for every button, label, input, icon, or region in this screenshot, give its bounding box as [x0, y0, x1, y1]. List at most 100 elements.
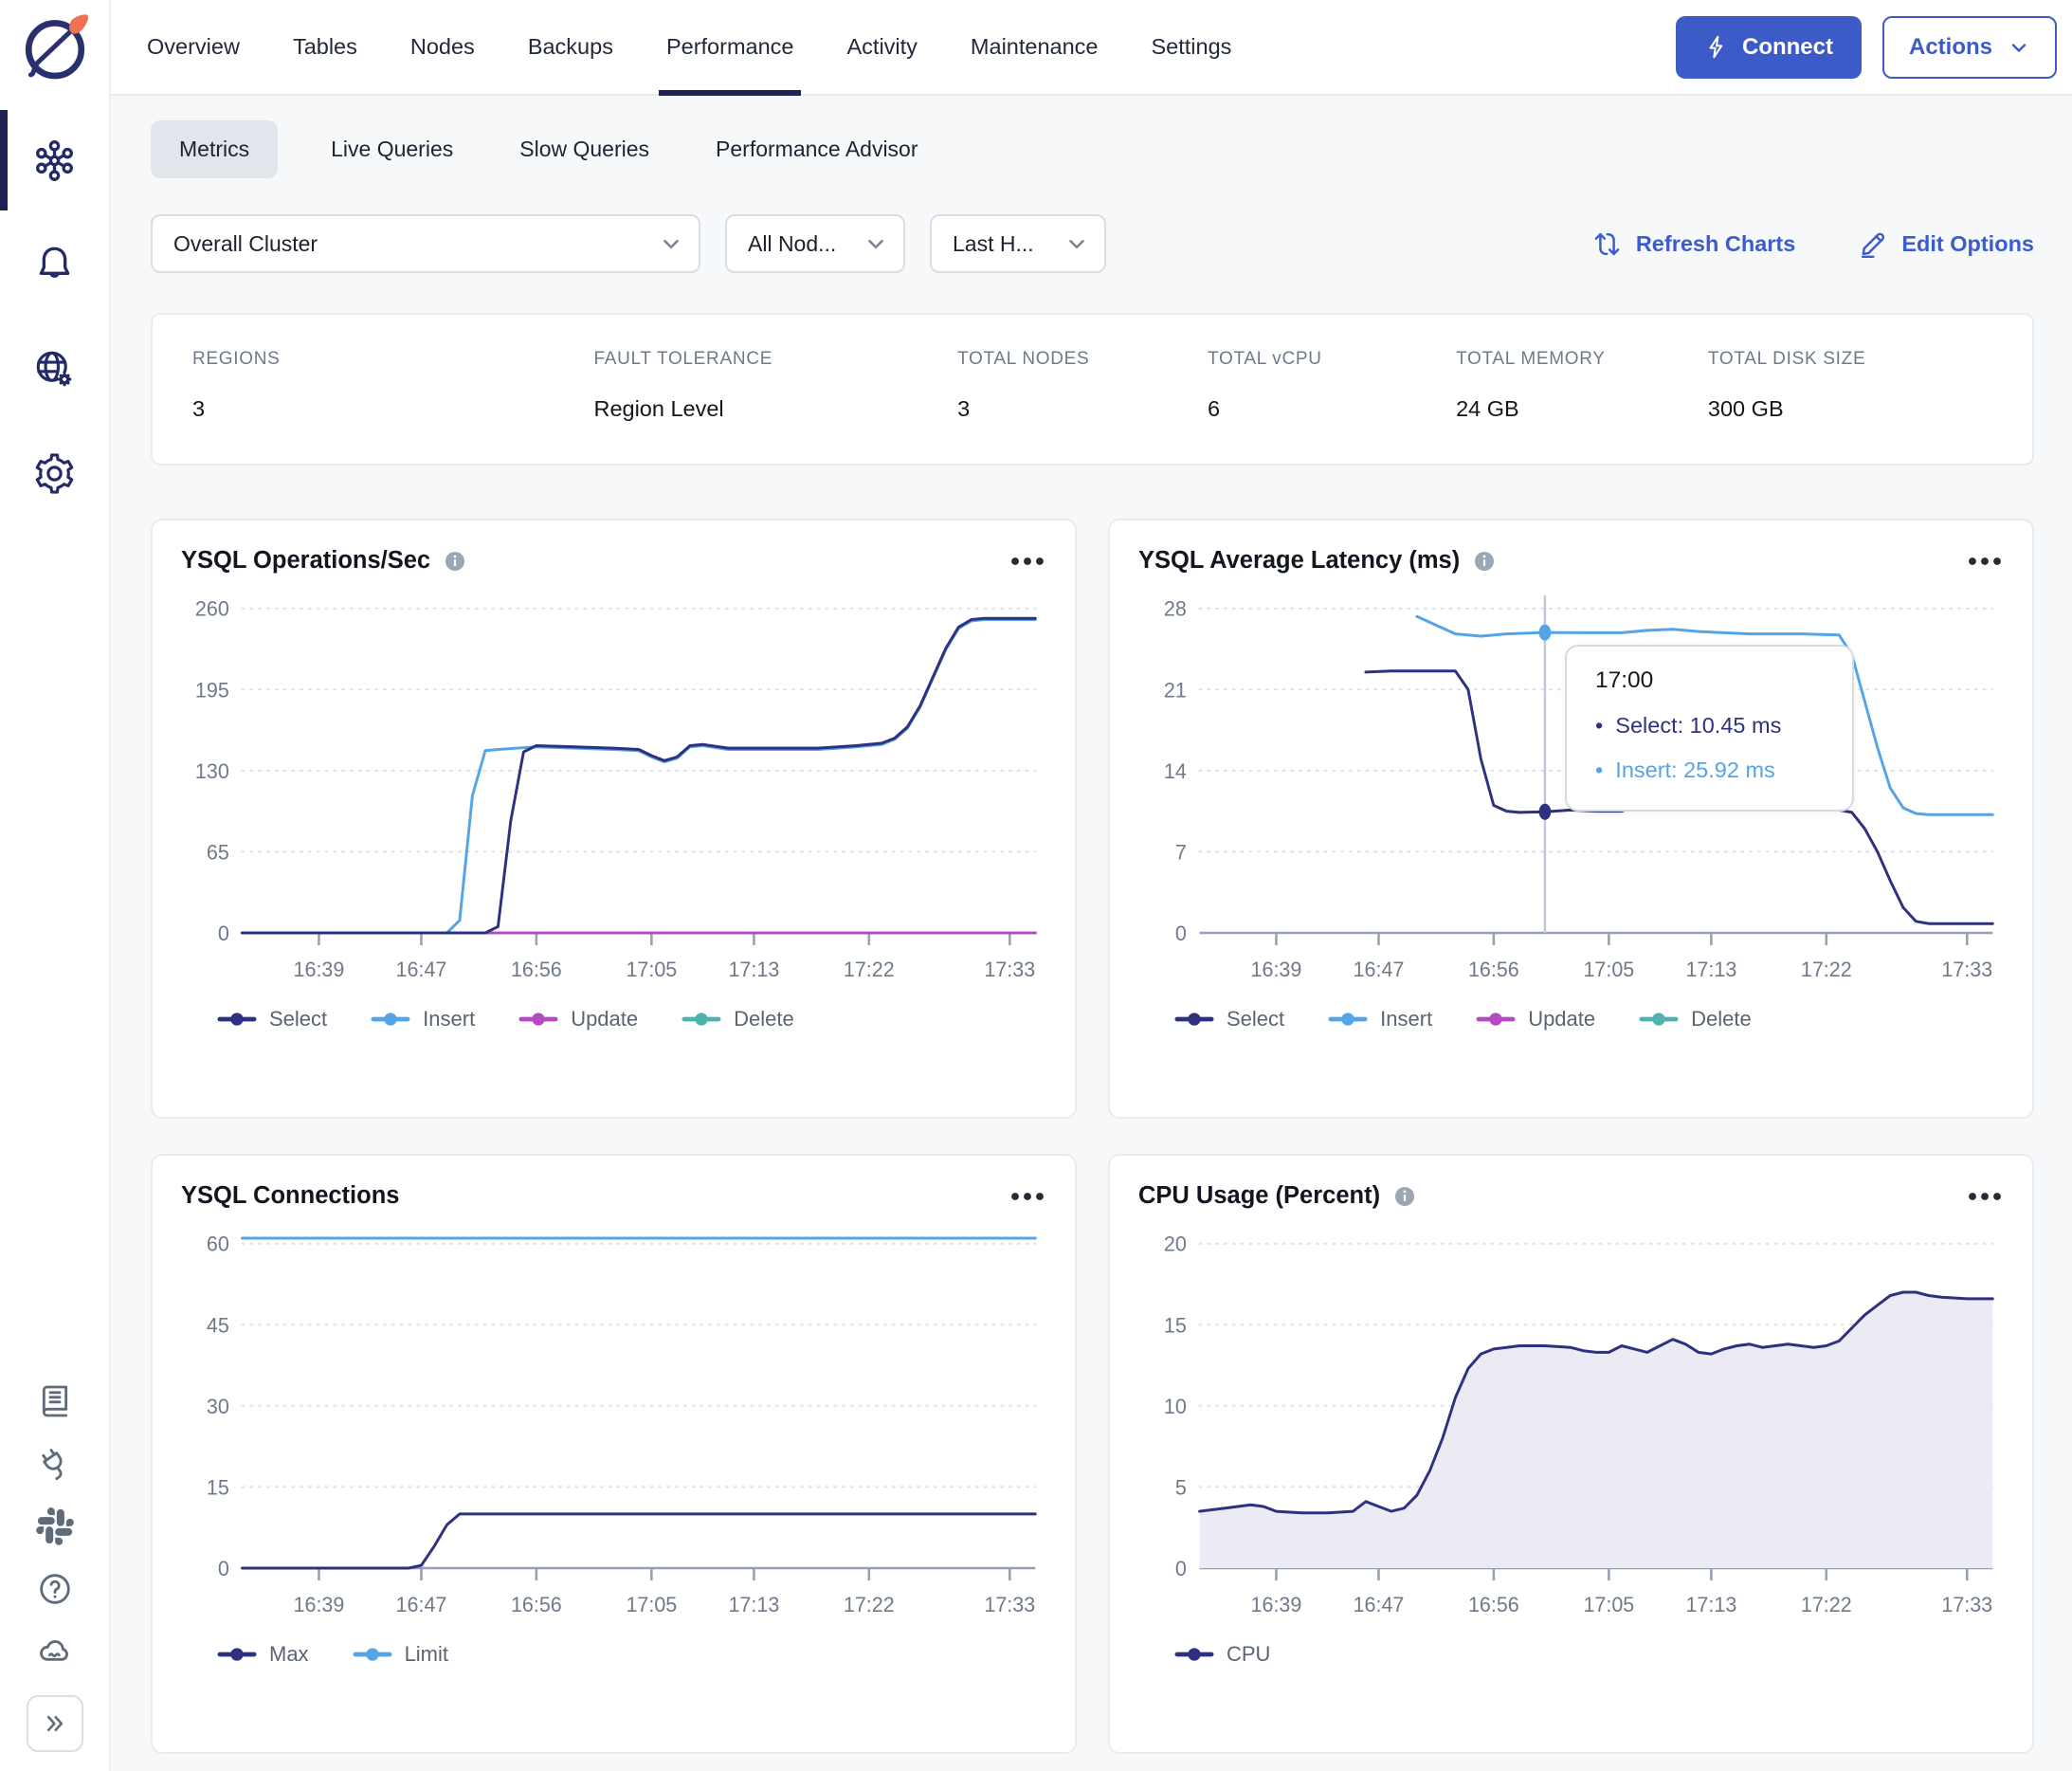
svg-text:16:56: 16:56 [511, 958, 562, 981]
ellipsis-icon [1966, 549, 2004, 574]
svg-text:195: 195 [195, 678, 229, 702]
sidebar-item-cluster-hub[interactable] [0, 108, 109, 212]
info-icon[interactable] [1393, 1185, 1416, 1208]
actions-button[interactable]: Actions [1881, 15, 2057, 79]
svg-text:10: 10 [1164, 1395, 1187, 1418]
sidebar-item-globe-gear[interactable] [0, 317, 109, 421]
chart-menu-button[interactable] [1966, 549, 2004, 574]
svg-text:16:47: 16:47 [1354, 1593, 1405, 1616]
legend-insert[interactable]: Insert [371, 1007, 475, 1032]
main-panel: Overview Tables Nodes Backups Performance Act… [111, 0, 2072, 1754]
svg-text:16:56: 16:56 [1468, 1593, 1519, 1616]
legend-insert[interactable]: Insert [1328, 1007, 1432, 1032]
legend-cpu[interactable]: CPU [1174, 1642, 1270, 1667]
edit-options-link[interactable]: Edit Options [1858, 229, 2034, 259]
cluster-summary-card: REGIONS 3 FAULT TOLERANCE Region Level TOT… [151, 313, 2034, 466]
subtab-slow-queries[interactable]: Slow Queries [519, 137, 650, 161]
time-range-select[interactable]: Last H... [930, 214, 1106, 273]
cluster-select[interactable]: Overall Cluster [151, 214, 700, 273]
legend-select[interactable]: Select [1174, 1007, 1284, 1032]
filter-links: Refresh Charts Edit Options [1592, 229, 2034, 259]
chart-legend: CPU [1138, 1642, 2004, 1667]
refresh-icon [1592, 229, 1622, 259]
tab-tables[interactable]: Tables [292, 34, 357, 59]
chart-menu-button[interactable] [1009, 1184, 1046, 1209]
tab-settings[interactable]: Settings [1151, 34, 1232, 59]
chart-plot-area[interactable]: 0 65 130 195 260 16:39 16:47 16:56 17:05 17:13 17:… [181, 582, 1046, 988]
subtab-performance-advisor[interactable]: Performance Advisor [716, 137, 918, 161]
chart-plot-area[interactable]: 0 5 10 15 20 16:39 16:47 16:56 17:05 17:13 17:22 17… [1138, 1217, 2004, 1623]
svg-text:17:13: 17:13 [1685, 958, 1736, 981]
gear-icon [32, 451, 77, 496]
chart-card-ysql-average-latency-ms: YSQL Average Latency (ms) 0 7 14 21 28 16:39 16… [1108, 519, 2034, 1119]
legend-limit[interactable]: Limit [353, 1642, 448, 1667]
summary-label: REGIONS [192, 349, 281, 369]
chart-card-header: YSQL Operations/Sec [181, 547, 1046, 575]
ellipsis-icon [1966, 1184, 2004, 1209]
yugabyte-planet-logo-icon[interactable] [17, 9, 93, 85]
legend-marker-icon [1476, 1013, 1516, 1026]
chart-menu-button[interactable] [1966, 1184, 2004, 1209]
svg-text:65: 65 [207, 840, 229, 864]
sidebar-bottom-nav [35, 1382, 74, 1671]
chart-menu-button[interactable] [1009, 549, 1046, 574]
svg-text:17:05: 17:05 [1583, 958, 1634, 981]
legend-update[interactable]: Update [518, 1007, 638, 1032]
summary-value: 6 [1208, 396, 1221, 421]
book-icon[interactable] [36, 1382, 74, 1420]
ellipsis-icon [1009, 1184, 1046, 1209]
legend-label: Select [1227, 1007, 1285, 1031]
slack-icon[interactable] [35, 1507, 74, 1545]
summary-label: TOTAL DISK SIZE [1707, 349, 1866, 369]
sidebar-item-bell[interactable] [0, 212, 109, 317]
sidebar-expand-button[interactable] [26, 1695, 83, 1752]
legend-delete[interactable]: Delete [1639, 1007, 1752, 1032]
info-icon[interactable] [444, 550, 466, 573]
cloud-icon[interactable] [36, 1633, 74, 1671]
subtab-metrics[interactable]: Metrics [151, 120, 279, 178]
legend-marker-icon [682, 1013, 721, 1026]
sidebar-item-gear[interactable] [0, 421, 109, 525]
legend-marker-icon [371, 1013, 410, 1026]
info-icon[interactable] [1473, 550, 1496, 573]
dropdown-value: Last H... [953, 230, 1034, 256]
legend-select[interactable]: Select [217, 1007, 327, 1032]
charts-grid: YSQL Operations/Sec 0 65 130 195 260 16:39 16:4… [151, 519, 2034, 1754]
summary-label: TOTAL NODES [957, 349, 1090, 369]
tab-performance[interactable]: Performance [658, 0, 801, 96]
chart-canvas[interactable]: 0 7 14 21 28 16:39 16:47 16:56 17:05 17:13 17:22 17… [1138, 582, 2004, 988]
legend-delete[interactable]: Delete [682, 1007, 794, 1032]
chart-plot-area[interactable]: 0 15 30 45 60 16:39 16:47 16:56 17:05 17:13 17:22 1… [181, 1217, 1046, 1623]
topbar: Overview Tables Nodes Backups Performance Act… [111, 0, 2072, 96]
chevron-down-icon [659, 231, 683, 256]
help-icon[interactable] [36, 1570, 74, 1608]
svg-text:0: 0 [218, 922, 229, 945]
svg-text:60: 60 [207, 1232, 229, 1255]
chart-canvas[interactable]: 0 65 130 195 260 16:39 16:47 16:56 17:05 17:13 17:… [181, 582, 1046, 988]
legend-max[interactable]: Max [217, 1642, 309, 1667]
legend-marker-icon [518, 1013, 558, 1026]
filter-dropdowns: Overall Cluster All Nod... Last H... [151, 214, 1106, 273]
legend-update[interactable]: Update [1476, 1007, 1595, 1032]
refresh-charts-link[interactable]: Refresh Charts [1592, 229, 1795, 259]
tab-maintenance[interactable]: Maintenance [970, 34, 1099, 59]
actions-button-label: Actions [1908, 33, 1992, 60]
svg-text:20: 20 [1164, 1232, 1187, 1255]
chart-legend: Max Limit [181, 1642, 1046, 1667]
subtab-live-queries[interactable]: Live Queries [331, 137, 454, 161]
svg-text:0: 0 [1175, 1557, 1187, 1580]
tab-overview[interactable]: Overview [147, 34, 240, 59]
tab-backups[interactable]: Backups [527, 34, 613, 59]
chart-plot-area[interactable]: 0 7 14 21 28 16:39 16:47 16:56 17:05 17:13 17:22 17… [1138, 582, 2004, 988]
legend-label: CPU [1227, 1642, 1271, 1666]
nodes-select[interactable]: All Nod... [725, 214, 905, 273]
tab-nodes[interactable]: Nodes [409, 34, 475, 59]
summary-total-nodes: TOTAL NODES 3 [957, 349, 1208, 422]
summary-value: 24 GB [1456, 396, 1519, 421]
chart-canvas[interactable]: 0 15 30 45 60 16:39 16:47 16:56 17:05 17:13 17:22 1… [181, 1217, 1046, 1623]
tab-activity[interactable]: Activity [846, 34, 918, 59]
chart-canvas[interactable]: 0 5 10 15 20 16:39 16:47 16:56 17:05 17:13 17:22 17… [1138, 1217, 2004, 1623]
plug-icon[interactable] [36, 1445, 74, 1483]
connect-button[interactable]: Connect [1675, 15, 1862, 79]
pencil-icon [1858, 229, 1887, 259]
